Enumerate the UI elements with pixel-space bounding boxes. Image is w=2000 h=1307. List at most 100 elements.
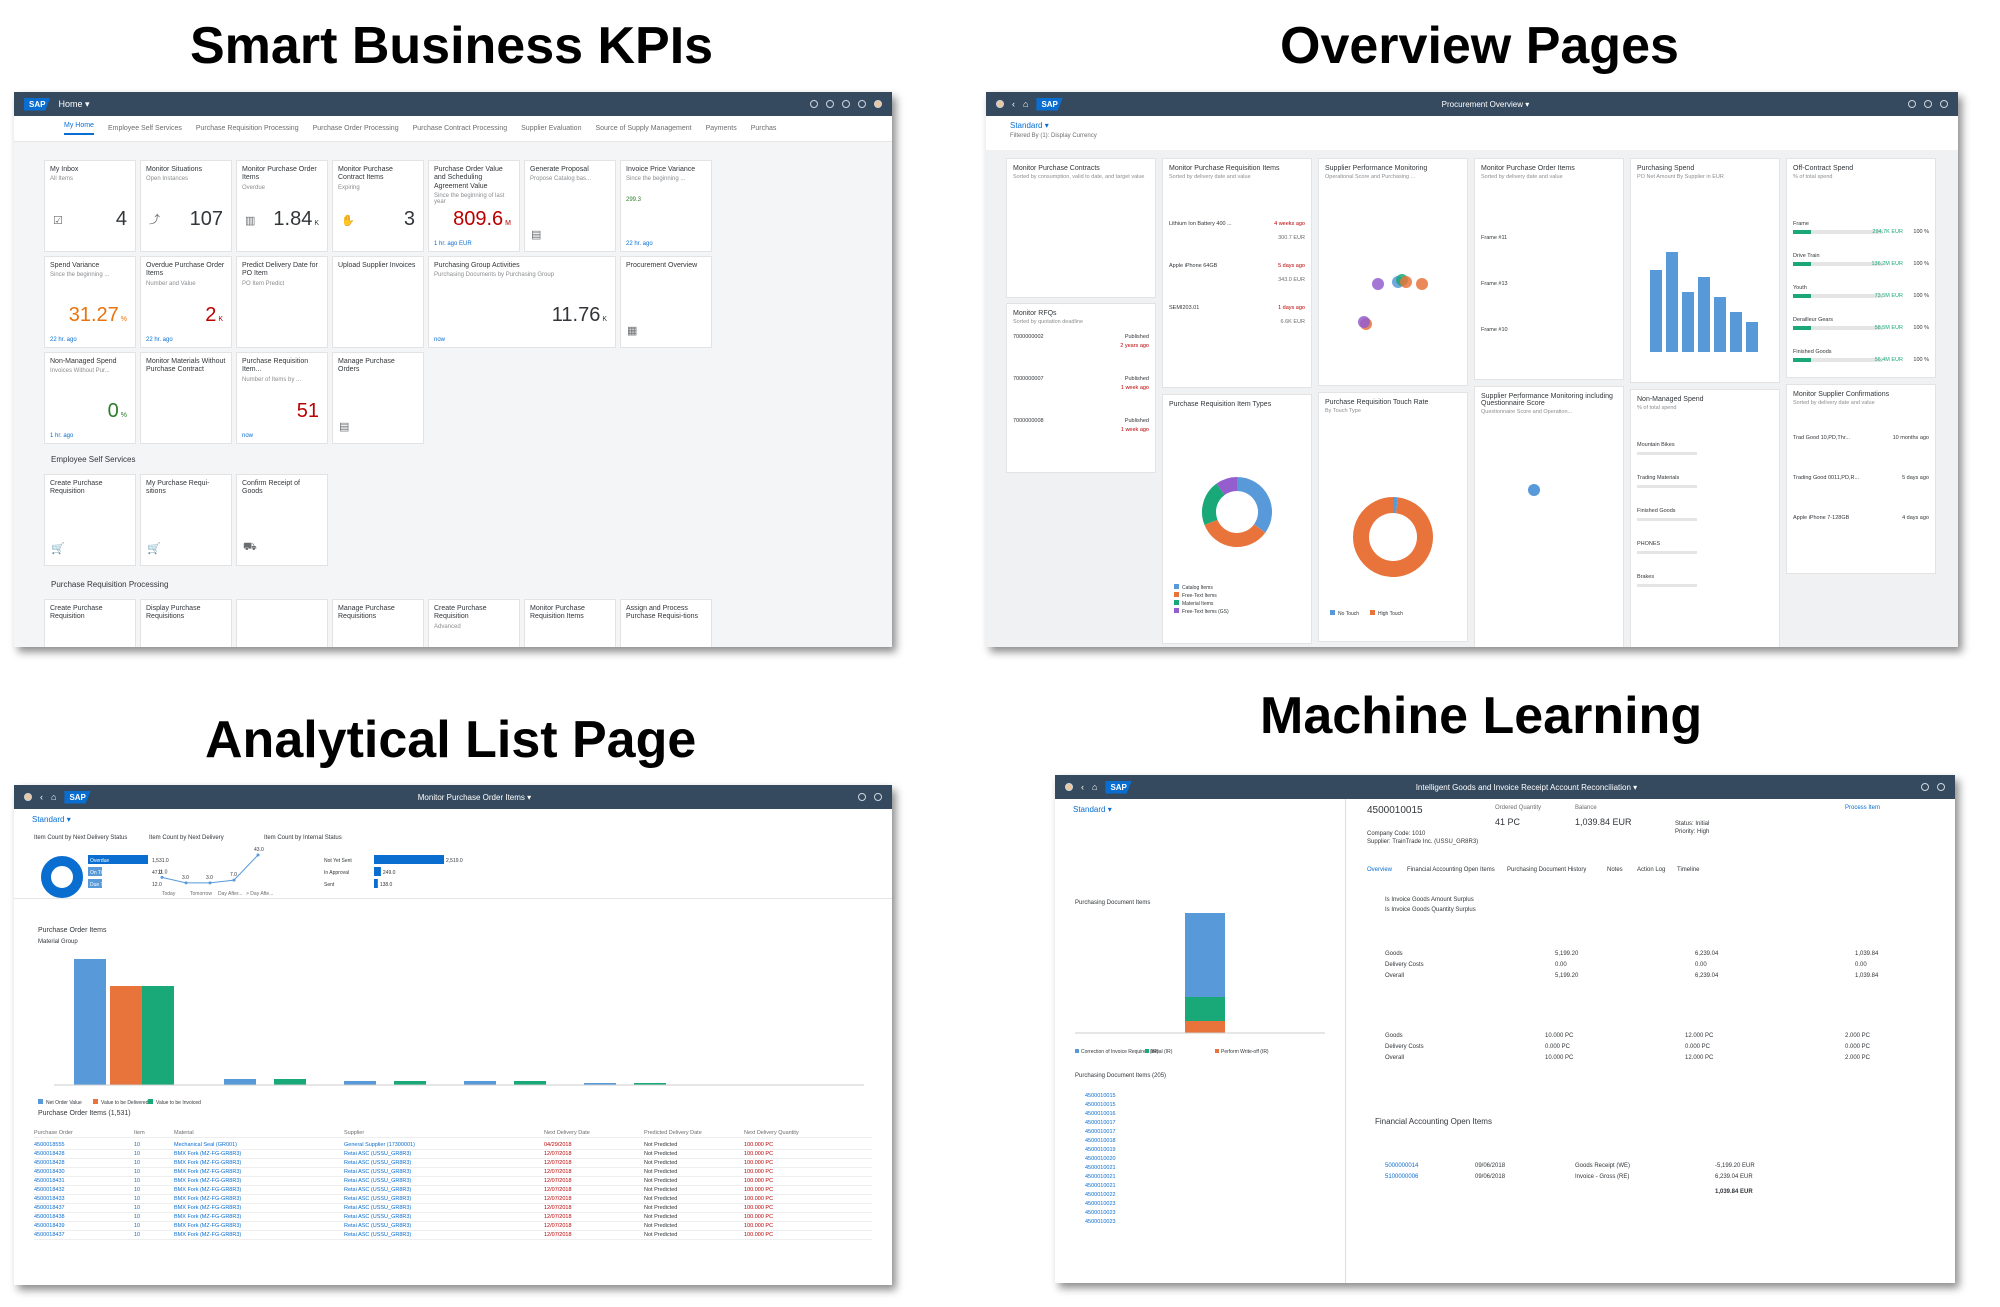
ovp-card[interactable]: Purchasing Spend PO Net Amount By Supplie… — [1630, 158, 1780, 383]
home-icon[interactable]: ⌂ — [1092, 782, 1098, 792]
tile[interactable]: Manage Purchase Orders ▤ — [332, 352, 424, 444]
avatar[interactable] — [874, 100, 882, 108]
doc-row[interactable]: 4500010022 — [1085, 1192, 1116, 1198]
tile[interactable]: Procurement Overview ▦ — [620, 256, 712, 348]
ovp-card[interactable]: Monitor Purchase Requisition Items Sorted… — [1162, 158, 1312, 388]
tile[interactable]: Create Purchase Requisition 🛒 — [44, 474, 136, 566]
tile[interactable]: Invoice Price Variance Since the beginnin… — [620, 160, 712, 252]
home-menu[interactable]: Home ▾ — [58, 98, 90, 109]
tile[interactable]: Manage Purchase Requisitions — [332, 599, 424, 647]
doc-row[interactable]: 4500010018 — [1085, 1138, 1116, 1144]
tile[interactable]: Purchase Requisition Item... Number of It… — [236, 352, 328, 444]
search-icon[interactable] — [1908, 100, 1916, 108]
app-title[interactable]: Intelligent Goods and Invoice Receipt Ac… — [1415, 782, 1638, 792]
table-row[interactable]: 4500018432 10 BMX Fork (MZ-FG-GR8R3) Retai … — [34, 1187, 872, 1195]
tile[interactable]: Monitor Situations Open Instances 107 ⤴ — [140, 160, 232, 252]
tile[interactable]: Spend Variance Since the beginning ... 31.… — [44, 256, 136, 348]
list-item[interactable]: Drive Train 136.2M EUR 100 % — [1793, 253, 1929, 267]
doc-row[interactable]: 4500010019 — [1085, 1147, 1116, 1153]
tile[interactable]: Predict Delivery Date for PO Item PO Item… — [236, 256, 328, 348]
doc-row[interactable]: 4500010021 — [1085, 1174, 1116, 1180]
search-icon[interactable] — [1921, 783, 1929, 791]
list-item[interactable]: Apple iPhone 7-128GB 4 days ago — [1793, 515, 1929, 521]
tab-5[interactable]: Supplier Evaluation — [521, 125, 582, 132]
list-item[interactable]: Apple iPhone 64GB 5 days ago 343.0 EUR — [1169, 263, 1305, 283]
tile[interactable]: Overdue Purchase Order Items Number and V… — [140, 256, 232, 348]
ml-tab-1[interactable]: Financial Accounting Open Items — [1407, 867, 1495, 873]
back-icon[interactable]: ‹ — [1081, 782, 1084, 792]
ovp-card[interactable]: Monitor Purchase Order Items Sorted by de… — [1474, 158, 1624, 380]
list-item[interactable]: Derailleur Gears 58.5M EUR 100 % — [1793, 317, 1929, 331]
home-icon[interactable]: ⌂ — [1023, 99, 1029, 109]
ovp-card[interactable]: Non-Managed Spend % of total spend Mountai… — [1630, 389, 1780, 647]
tile[interactable]: My Inbox All Items 4 ☑ — [44, 160, 136, 252]
ovp-card[interactable]: Supplier Performance Monitoring includin… — [1474, 386, 1624, 647]
avatar[interactable] — [1065, 783, 1073, 791]
doc-row[interactable]: 4500010023 — [1085, 1219, 1116, 1225]
ovp-card[interactable]: Monitor RFQs Sorted by quotation deadline… — [1006, 303, 1156, 473]
tile[interactable]: Monitor Purchase Requisition Items — [524, 599, 616, 647]
tab-6[interactable]: Source of Supply Management — [595, 125, 692, 132]
process-item-button[interactable]: Process Item — [1845, 805, 1881, 811]
tile[interactable]: My Purchase Requi-sitions 🛒 — [140, 474, 232, 566]
doc-row[interactable]: 4500010020 — [1085, 1156, 1116, 1162]
search-icon[interactable] — [810, 100, 818, 108]
avatar[interactable] — [24, 793, 32, 801]
back-icon[interactable]: ‹ — [40, 792, 43, 802]
avatar[interactable] — [996, 100, 1004, 108]
tile[interactable]: Purchase Order Value and Scheduling Agre… — [428, 160, 520, 252]
doc-row[interactable]: 4500010015 — [1085, 1102, 1116, 1108]
doc-row[interactable]: 4500010016 — [1085, 1111, 1116, 1117]
search-icon[interactable] — [858, 793, 866, 801]
ovp-card[interactable]: Purchase Requisition Item Types — [1162, 394, 1312, 644]
list-item[interactable]: Finished Goods — [1637, 508, 1773, 521]
tile[interactable]: Monitor Purchase Order Items Overdue 1.84 K… — [236, 160, 328, 252]
column-header-3[interactable]: Supplier — [344, 1130, 365, 1136]
ovp-card[interactable]: Purchase Requisition Touch Rate By Touch … — [1318, 392, 1468, 642]
list-item[interactable]: Frame 294.7K EUR 100 % — [1793, 221, 1929, 235]
variant-selector[interactable]: Standard ▾ — [1073, 805, 1112, 814]
table-row[interactable]: 4500018430 10 BMX Fork (MZ-FG-GR8R3) Retai … — [34, 1169, 872, 1177]
tab-1[interactable]: Employee Self Services — [107, 125, 182, 132]
list-item[interactable]: Youth 73.5M EUR 100 % — [1793, 285, 1929, 299]
list-item[interactable]: 7000000007 Published 1 week ago — [1013, 376, 1149, 391]
ml-tab-4[interactable]: Action Log — [1637, 867, 1666, 873]
table-row[interactable]: 4500018438 10 BMX Fork (MZ-FG-GR8R3) Retai … — [34, 1214, 872, 1222]
table-row[interactable]: 4500018437 10 BMX Fork (MZ-FG-GR8R3) Retai … — [34, 1205, 872, 1213]
filter-title-2[interactable]: Item Count by Internal Status — [264, 835, 342, 841]
column-header-0[interactable]: Purchase Order — [34, 1130, 73, 1136]
list-item[interactable]: Frame #10 — [1481, 327, 1617, 333]
variant-selector[interactable]: Standard ▾ — [32, 815, 71, 824]
ml-tab-0[interactable]: Overview — [1367, 867, 1393, 873]
list-item[interactable]: Brakes — [1637, 574, 1773, 587]
ovp-card[interactable]: Monitor Supplier Confirmations Sorted by … — [1786, 384, 1936, 574]
list-item[interactable]: SEMI203.01 1 days ago 6.6K EUR — [1169, 305, 1305, 325]
table-row[interactable]: 4500018428 10 BMX Fork (MZ-FG-GR8R3) Retai … — [34, 1151, 872, 1159]
help-icon[interactable] — [1940, 100, 1948, 108]
list-item[interactable]: 7000000008 Published 1 week ago — [1013, 418, 1149, 433]
list-item[interactable]: Trad Good 10,PD,Thr... 10 months ago — [1793, 435, 1929, 441]
list-item[interactable]: Frame #11 — [1481, 235, 1617, 241]
back-icon[interactable]: ‹ — [1012, 99, 1015, 109]
list-item[interactable]: Mountain Bikes — [1637, 442, 1773, 455]
tab-3[interactable]: Purchase Order Processing — [312, 125, 399, 132]
tile[interactable]: Monitor Materials Without Purchase Contr… — [140, 352, 232, 444]
column-header-5[interactable]: Predicted Delivery Date — [644, 1130, 702, 1136]
settings-icon[interactable] — [1924, 100, 1932, 108]
ovp-card[interactable]: Supplier Performance Monitoring Operation… — [1318, 158, 1468, 386]
list-item[interactable]: Trading Materials — [1637, 475, 1773, 488]
tile[interactable]: Generate Proposal Propose Catalog bas... ▤ — [524, 160, 616, 252]
list-item[interactable]: Finished Goods 56.4M EUR 100 % — [1793, 349, 1929, 363]
column-header-4[interactable]: Next Delivery Date — [544, 1130, 590, 1136]
bell-icon[interactable] — [858, 100, 866, 108]
settings-icon[interactable] — [826, 100, 834, 108]
tab-0[interactable]: My Home — [64, 122, 94, 135]
help-icon[interactable] — [842, 100, 850, 108]
table-row[interactable]: 4500018437 10 BMX Fork (MZ-FG-GR8R3) Retai … — [34, 1232, 872, 1240]
app-title[interactable]: Procurement Overview ▾ — [1441, 99, 1530, 109]
ml-tab-5[interactable]: Timeline — [1677, 867, 1700, 873]
tile[interactable]: Display Purchase Requisitions — [140, 599, 232, 647]
column-header-6[interactable]: Next Delivery Quantity — [744, 1130, 799, 1136]
ml-tab-3[interactable]: Notes — [1607, 867, 1623, 873]
ovp-card[interactable]: Monitor Purchase Contracts Sorted by cons… — [1006, 158, 1156, 298]
